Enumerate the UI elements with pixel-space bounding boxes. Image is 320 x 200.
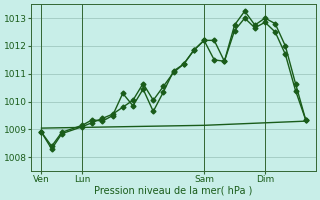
X-axis label: Pression niveau de la mer( hPa ): Pression niveau de la mer( hPa ) [94,186,253,196]
